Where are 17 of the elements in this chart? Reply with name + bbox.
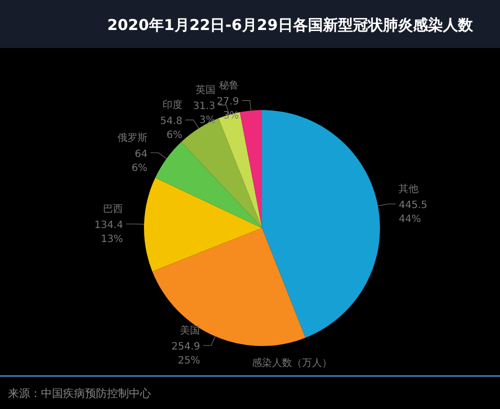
chart-title: 2020年1月22日-6月29日各国新型冠状肺炎感染人数 — [107, 16, 474, 34]
slice-label: 英国 — [195, 84, 216, 96]
slice-label: 巴西 — [103, 204, 124, 215]
source-note: 来源：中国疾病预防控制中心 — [8, 387, 151, 400]
slice-label: 俄罗斯 — [117, 132, 148, 144]
slice-label: 秘鲁 — [218, 80, 239, 92]
slice-label: 印度 — [162, 98, 182, 111]
data-label: 54.8 6% — [160, 116, 182, 141]
data-label: 64 6% — [132, 148, 148, 174]
data-label: 134.4 13% — [94, 220, 124, 245]
data-label: 445.5 44% — [398, 200, 428, 226]
slice-label: 其他 — [398, 183, 419, 196]
slice-label: 美国 — [180, 324, 200, 336]
data-label: 254.9 25% — [172, 341, 200, 366]
data-label: 31.3 3% — [193, 101, 216, 126]
data-label: 27.9 3% — [216, 96, 239, 122]
text: 感染人数（万人） — [252, 357, 332, 369]
